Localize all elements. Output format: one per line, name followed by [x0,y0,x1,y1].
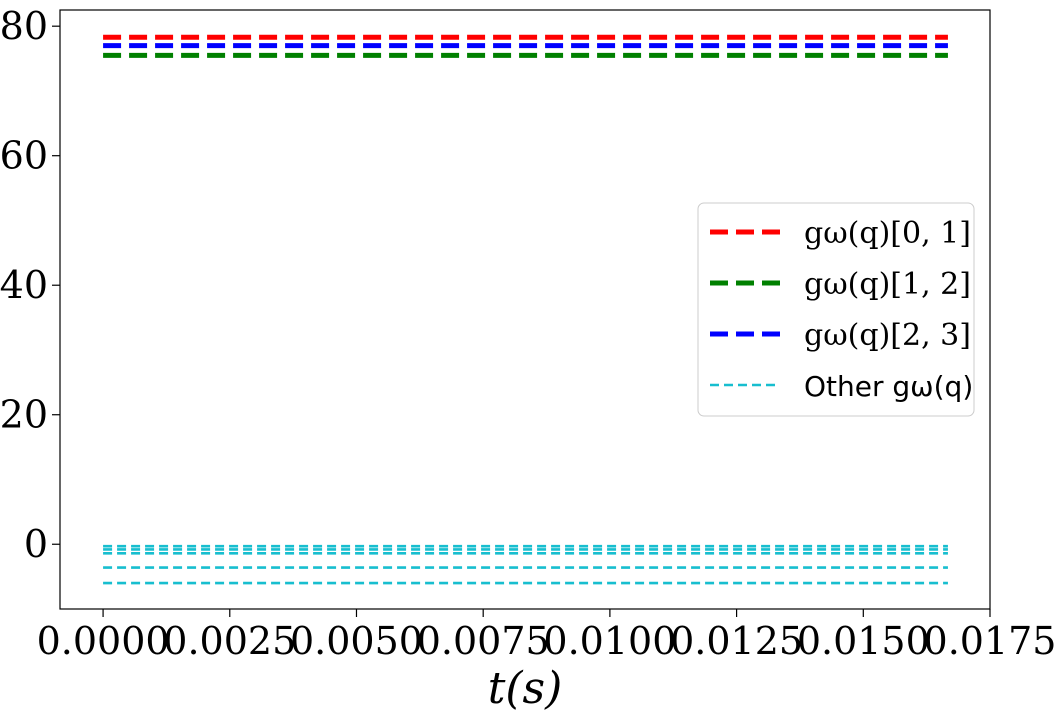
x-tick-label: 0.0175 [924,619,1057,663]
legend-label-1: gω(q)[1, 2] [804,267,971,302]
y-tick-label: 40 [0,263,48,307]
x-tick-label: 0.0075 [417,619,550,663]
x-tick-label: 0.0000 [37,619,170,663]
legend-entries: gω(q)[0, 1] gω(q)[1, 2] gω(q)[2, 3] Other g… [710,216,973,403]
legend: gω(q)[0, 1] gω(q)[1, 2] gω(q)[2, 3] Other g… [697,202,975,417]
legend-label-3: Other gω(q) [804,370,973,403]
x-tick-label: 0.0050 [290,619,423,663]
x-tick-label: 0.0100 [543,619,676,663]
x-axis-label: t(s) [488,663,563,714]
x-ticks: 0.00000.00250.00500.00750.01000.01250.01… [37,609,1057,663]
y-tick-label: 80 [0,4,48,48]
y-ticks: 0 20 40 60 80 [0,4,60,566]
legend-label-0: gω(q)[0, 1] [804,216,971,251]
x-tick-label: 0.0125 [670,619,803,663]
y-tick-label: 0 [24,522,48,566]
legend-box [697,202,975,417]
legend-label-2: gω(q)[2, 3] [804,318,971,353]
series-layer [103,34,948,585]
x-tick-label: 0.0025 [163,619,296,663]
y-tick-label: 60 [0,134,48,178]
x-tick-label: 0.0150 [797,619,930,663]
y-tick-label: 20 [0,393,48,437]
